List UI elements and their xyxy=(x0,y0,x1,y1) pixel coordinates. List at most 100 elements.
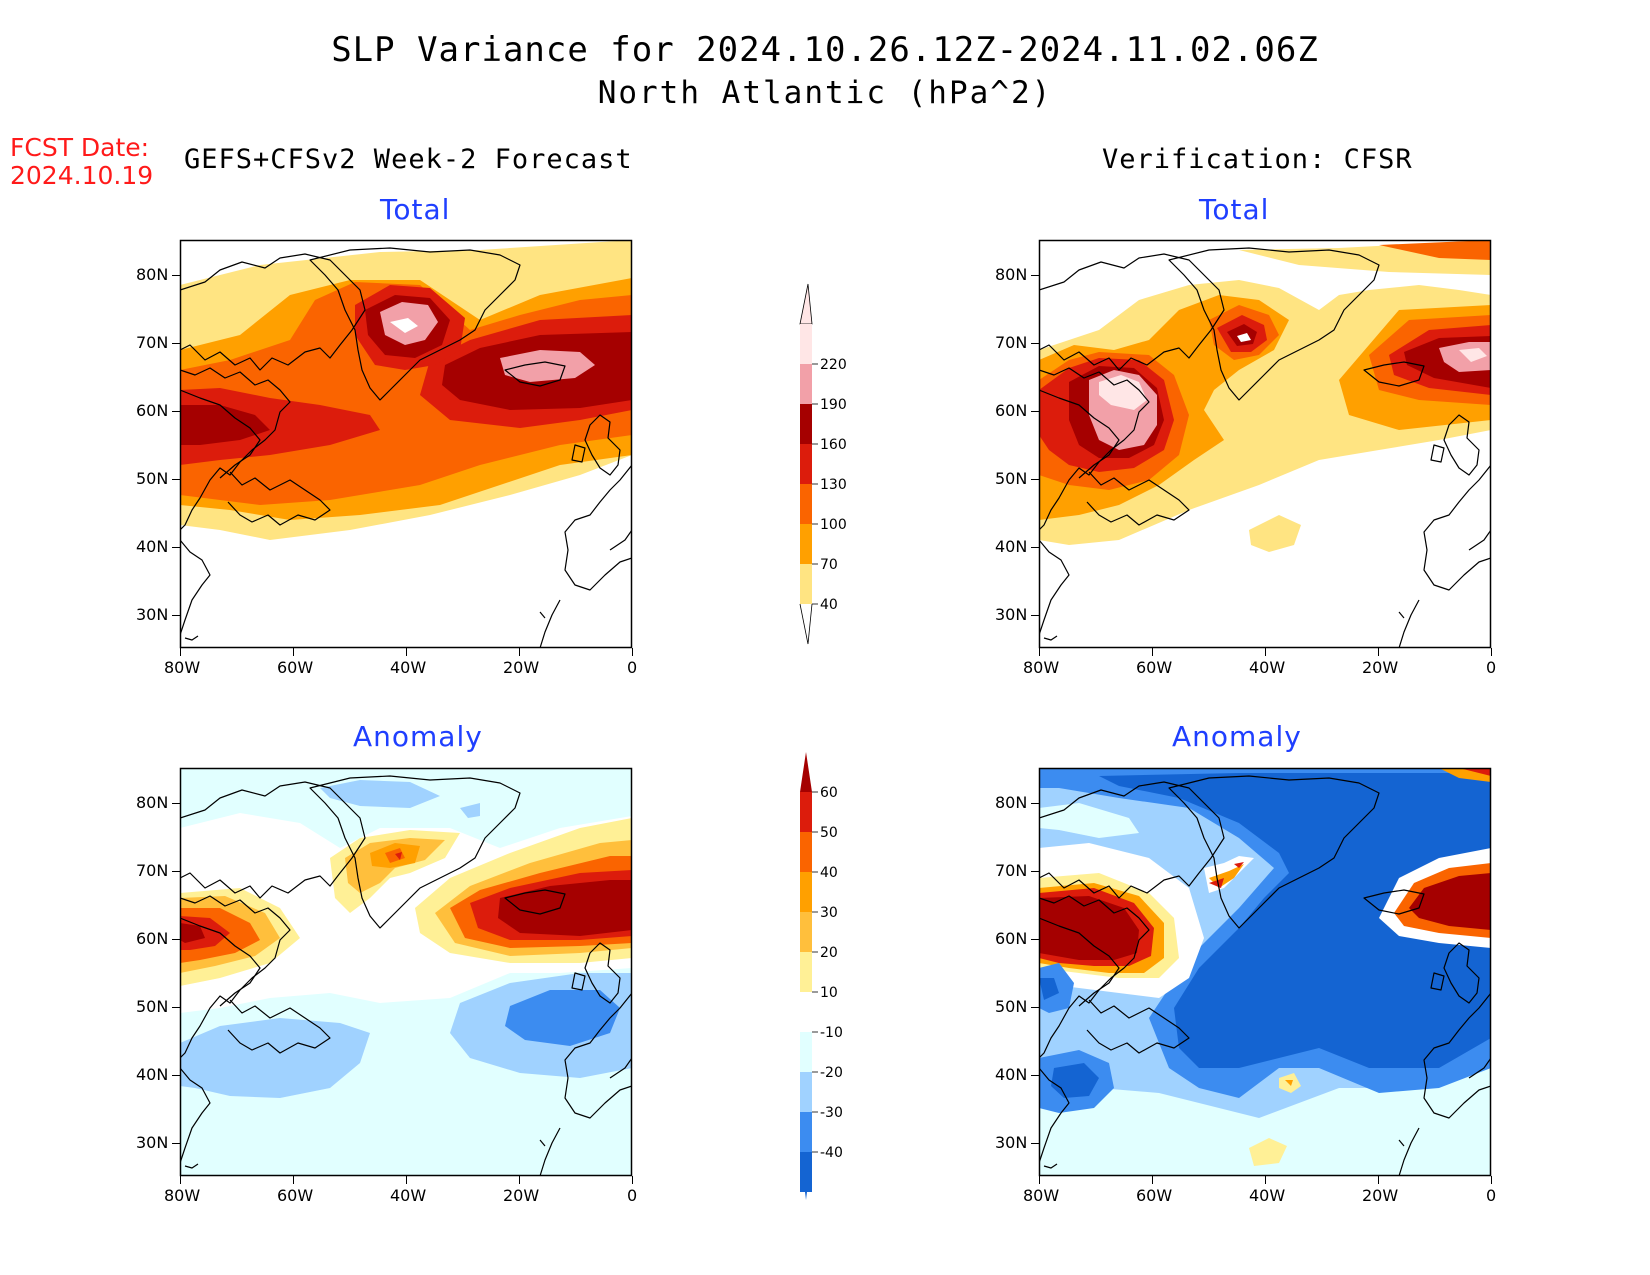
verif-total-lat-tickmark xyxy=(1031,343,1039,344)
fcst-anomaly-lat-tickmark xyxy=(172,1007,180,1008)
total-colorbar-swatch xyxy=(800,324,812,364)
fcst-anomaly-lon-tickmark xyxy=(632,1176,633,1184)
main-title: SLP Variance for 2024.10.26.12Z-2024.11.… xyxy=(331,30,1319,70)
anomaly-colorbar-label--10: -10 xyxy=(820,1025,843,1041)
total-colorbar-swatch xyxy=(800,364,812,404)
verif-anomaly-lon-tick-20W: 20W xyxy=(1362,1186,1399,1205)
fcst-anomaly-lat-tick-60N: 60N xyxy=(136,929,169,948)
verif-total-lon-tickmark xyxy=(1265,648,1266,656)
anomaly-colorbar-bottom-tip xyxy=(800,1152,812,1200)
total-colorbar-label-70: 70 xyxy=(820,557,838,573)
verif-anomaly-lat-tickmark xyxy=(1031,1143,1039,1144)
fcst-anomaly-lat-tick-70N: 70N xyxy=(136,861,169,880)
fcst-anomaly-lon-tick-80W: 80W xyxy=(164,1186,201,1205)
verif-anomaly-lon-tickmark xyxy=(1265,1176,1266,1184)
fcst-total-lat-tickmark xyxy=(172,343,180,344)
fcst-total-lon-tickmark xyxy=(180,648,181,656)
fcst-anomaly-lat-tick-80N: 80N xyxy=(136,793,169,812)
verif-anomaly-lat-tickmark xyxy=(1031,939,1039,940)
fcst-total-lat-tick-70N: 70N xyxy=(136,333,169,352)
verif-total-lon-tick-0: 0 xyxy=(1486,658,1497,677)
verif-total-lat-tickmark xyxy=(1031,615,1039,616)
fcst-anomaly-lon-tickmark xyxy=(406,1176,407,1184)
anomaly-colorbar-swatch xyxy=(800,952,812,992)
verif-total-lat-tickmark xyxy=(1031,275,1039,276)
fcst-total-lat-tickmark xyxy=(172,547,180,548)
anomaly-colorbar-swatch xyxy=(800,792,812,832)
fcst-anomaly-lat-tickmark xyxy=(172,1143,180,1144)
anomaly-colorbar-swatch xyxy=(800,1072,812,1112)
verif-total-lat-tick-30N: 30N xyxy=(995,605,1028,624)
fcst-anomaly-lat-tickmark xyxy=(172,803,180,804)
verif-anomaly-map xyxy=(1038,767,1492,1177)
anomaly-colorbar-label-30: 30 xyxy=(820,905,838,921)
verif-anomaly-lon-tick-80W: 80W xyxy=(1023,1186,1060,1205)
fcst-anomaly-lat-tickmark xyxy=(172,871,180,872)
verif-anomaly-lat-tick-50N: 50N xyxy=(995,997,1028,1016)
verif-total-lat-tick-70N: 70N xyxy=(995,333,1028,352)
anomaly-colorbar-label-60: 60 xyxy=(820,785,838,801)
anomaly-colorbar-swatch xyxy=(800,1112,812,1152)
anomaly-colorbar-label-40: 40 xyxy=(820,865,838,881)
verif-anomaly-lon-tickmark xyxy=(1039,1176,1040,1184)
verif-total-lon-tickmark xyxy=(1491,648,1492,656)
fcst-total-lon-tickmark xyxy=(293,648,294,656)
fcst-total-lat-tick-30N: 30N xyxy=(136,605,169,624)
anomaly-colorbar: 60 50 40 30 20 10 -10 -20 -30 -40 xyxy=(800,752,843,1200)
total-colorbar-label-100: 100 xyxy=(820,517,847,533)
anomaly-colorbar-label-10: 10 xyxy=(820,985,838,1001)
verif-anomaly-lat-tick-80N: 80N xyxy=(995,793,1028,812)
verif-total-lat-tick-50N: 50N xyxy=(995,469,1028,488)
total-colorbar-swatch xyxy=(800,404,812,444)
fcst-anomaly-lat-tick-50N: 50N xyxy=(136,997,169,1016)
right-column-header: Verification: CFSR xyxy=(1102,144,1413,175)
verif-anomaly-lat-tick-60N: 60N xyxy=(995,929,1028,948)
fcst-date-value: 2024.10.19 xyxy=(10,161,154,190)
fcst-date-label: FCST Date: xyxy=(10,133,150,162)
verif-total-lat-tick-40N: 40N xyxy=(995,537,1028,556)
total-colorbar-bottom-tip xyxy=(799,603,813,645)
left-column-header: GEFS+CFSv2 Week-2 Forecast xyxy=(184,144,633,175)
fcst-total-lon-tick-60W: 60W xyxy=(277,658,314,677)
fcst-anomaly-lon-tick-0: 0 xyxy=(627,1186,638,1205)
anomaly-colorbar-label--40: -40 xyxy=(820,1145,843,1161)
fcst-anomaly-map xyxy=(179,767,633,1177)
fcst-anomaly-lon-tick-40W: 40W xyxy=(390,1186,427,1205)
anomaly-colorbar-swatch xyxy=(800,992,812,1032)
fcst-total-lon-tickmark xyxy=(519,648,520,656)
fcst-anomaly-lat-tick-40N: 40N xyxy=(136,1065,169,1084)
verif-anomaly-lat-tick-40N: 40N xyxy=(995,1065,1028,1084)
verif-anomaly-lat-tickmark xyxy=(1031,803,1039,804)
verif-anomaly-lat-tickmark xyxy=(1031,1075,1039,1076)
verif-total-map xyxy=(1038,239,1492,649)
verif-total-lat-tickmark xyxy=(1031,479,1039,480)
fcst-anomaly-lon-tick-20W: 20W xyxy=(503,1186,540,1205)
fcst-total-map xyxy=(179,239,633,649)
total-colorbar-label-40: 40 xyxy=(820,597,838,613)
anomaly-colorbar-top-tip xyxy=(800,752,812,792)
fcst-total-subtitle: Total xyxy=(380,193,451,226)
total-colorbar-label-220: 220 xyxy=(820,357,847,373)
verif-total-lon-tick-20W: 20W xyxy=(1362,658,1399,677)
total-colorbar-swatch xyxy=(800,524,812,564)
verif-total-lat-tickmark xyxy=(1031,411,1039,412)
total-colorbar-label-130: 130 xyxy=(820,477,847,493)
fcst-total-lon-tick-20W: 20W xyxy=(503,658,540,677)
verif-anomaly-lon-tick-0: 0 xyxy=(1486,1186,1497,1205)
anomaly-colorbar-label-50: 50 xyxy=(820,825,838,841)
verif-total-lon-tickmark xyxy=(1152,648,1153,656)
fcst-total-lat-tickmark xyxy=(172,615,180,616)
verif-total-subtitle: Total xyxy=(1199,193,1270,226)
anomaly-colorbar-label-20: 20 xyxy=(820,945,838,961)
verif-total-lon-tick-60W: 60W xyxy=(1136,658,1173,677)
fcst-anomaly-lat-tickmark xyxy=(172,939,180,940)
verif-anomaly-lon-tickmark xyxy=(1378,1176,1379,1184)
verif-total-lat-tick-60N: 60N xyxy=(995,401,1028,420)
verif-anomaly-lat-tickmark xyxy=(1031,871,1039,872)
fcst-total-lat-tick-80N: 80N xyxy=(136,265,169,284)
total-colorbar-label-160: 160 xyxy=(820,437,847,453)
anomaly-colorbar-swatch xyxy=(800,912,812,952)
fcst-total-lon-tick-40W: 40W xyxy=(390,658,427,677)
fcst-total-lon-tick-0: 0 xyxy=(627,658,638,677)
fcst-total-lat-tickmark xyxy=(172,479,180,480)
